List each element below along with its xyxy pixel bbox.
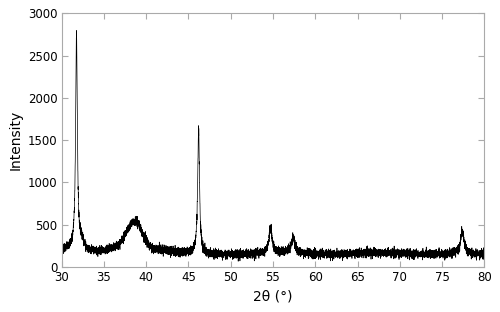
X-axis label: 2θ (°): 2θ (°) <box>253 290 292 304</box>
Y-axis label: Intensity: Intensity <box>8 110 22 170</box>
